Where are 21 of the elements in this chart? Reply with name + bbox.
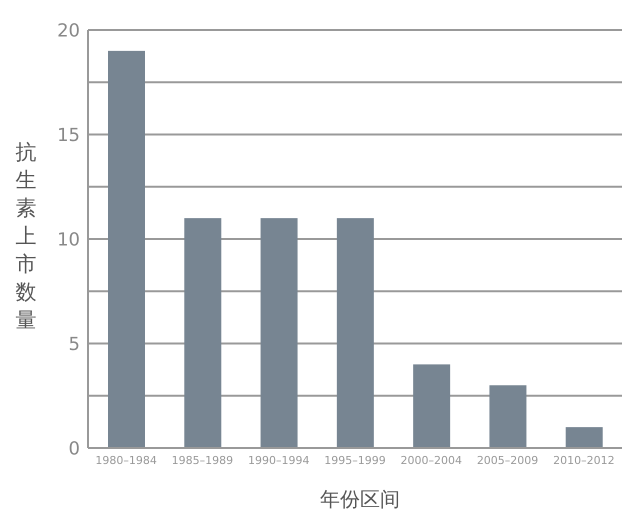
bar [566,427,603,448]
x-tick-label: 1980–1984 [95,454,157,467]
y-tick-label: 10 [57,229,80,250]
y-tick-label: 0 [68,438,80,460]
bar [108,50,145,448]
x-tick-label: 1990–1994 [248,454,310,467]
x-tick-label: 2005–2009 [476,454,538,467]
x-tick-label: 2000–2004 [400,454,462,467]
bar [489,385,526,448]
x-axis-title: 年份区间 [319,486,401,513]
bar [336,218,374,448]
y-tick-label: 15 [57,124,80,146]
x-tick-label: 1985–1989 [172,454,234,467]
x-tick-label: 2010–2012 [553,454,615,467]
bar [260,218,298,448]
y-axis-title: 抗生素上市数量 [14,139,38,334]
x-tick-label: 1995–1999 [324,454,386,467]
bar [184,218,222,448]
bar [413,364,450,448]
y-tick-label: 5 [68,334,80,355]
y-tick-label: 20 [57,20,80,42]
